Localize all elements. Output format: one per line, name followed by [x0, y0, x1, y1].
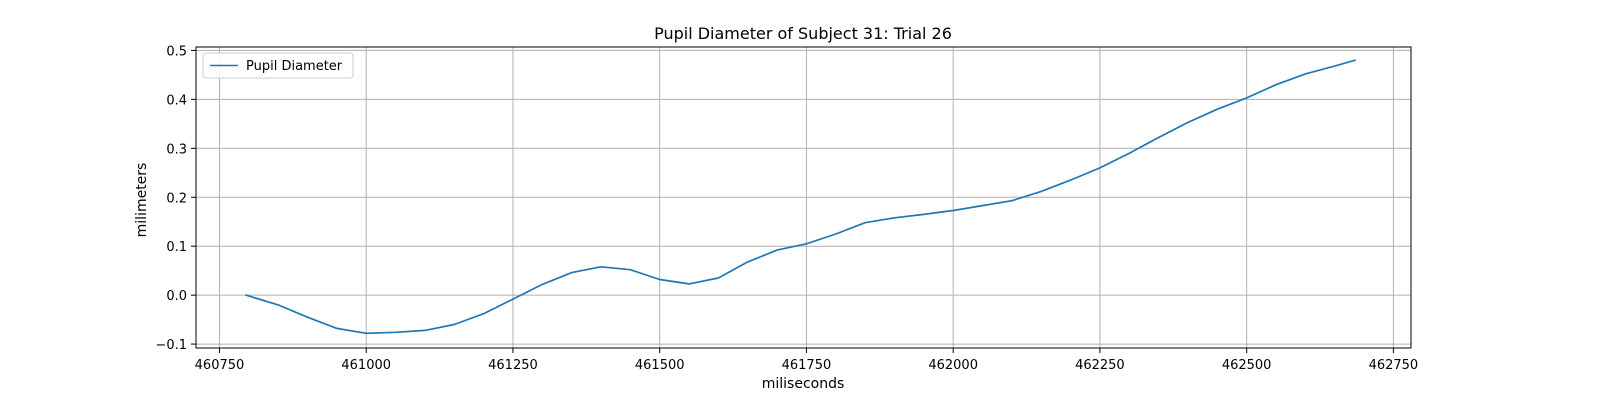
y-tick-label-6: 0.5	[166, 44, 187, 59]
x-tick-label-2: 461250	[488, 358, 538, 373]
legend-label: Pupil Diameter	[246, 59, 343, 74]
y-tick-label-3: 0.2	[166, 191, 187, 206]
x-tick-label-5: 462000	[928, 358, 978, 373]
x-tick-label-8: 462750	[1369, 358, 1419, 373]
series-lines	[245, 59, 1357, 335]
grid-lines	[196, 47, 1411, 348]
x-tick-label-6: 462250	[1075, 358, 1125, 373]
x-tick-label-7: 462500	[1222, 358, 1272, 373]
series-line-0	[245, 59, 1357, 335]
x-tick-label-3: 461500	[635, 358, 685, 373]
y-tick-label-0: −0.1	[155, 338, 187, 353]
x-tick-label-4: 461750	[782, 358, 832, 373]
legend: Pupil Diameter	[202, 52, 354, 79]
x-tick-label-0: 460750	[195, 358, 245, 373]
y-tick-label-1: 0.0	[166, 289, 187, 304]
x-axis-title: miliseconds	[762, 376, 845, 392]
chart-title: Pupil Diameter of Subject 31: Trial 26	[654, 24, 952, 43]
y-axis-title: milimeters	[134, 163, 150, 238]
y-tick-label-4: 0.3	[166, 142, 187, 157]
legend-box	[202, 52, 354, 79]
x-tick-label-1: 461000	[341, 358, 391, 373]
axis-ticks: 460750 461000 461250 461500 461750 462000 4622…	[155, 44, 1418, 373]
y-tick-label-5: 0.4	[166, 93, 187, 108]
y-tick-label-2: 0.1	[166, 240, 187, 255]
